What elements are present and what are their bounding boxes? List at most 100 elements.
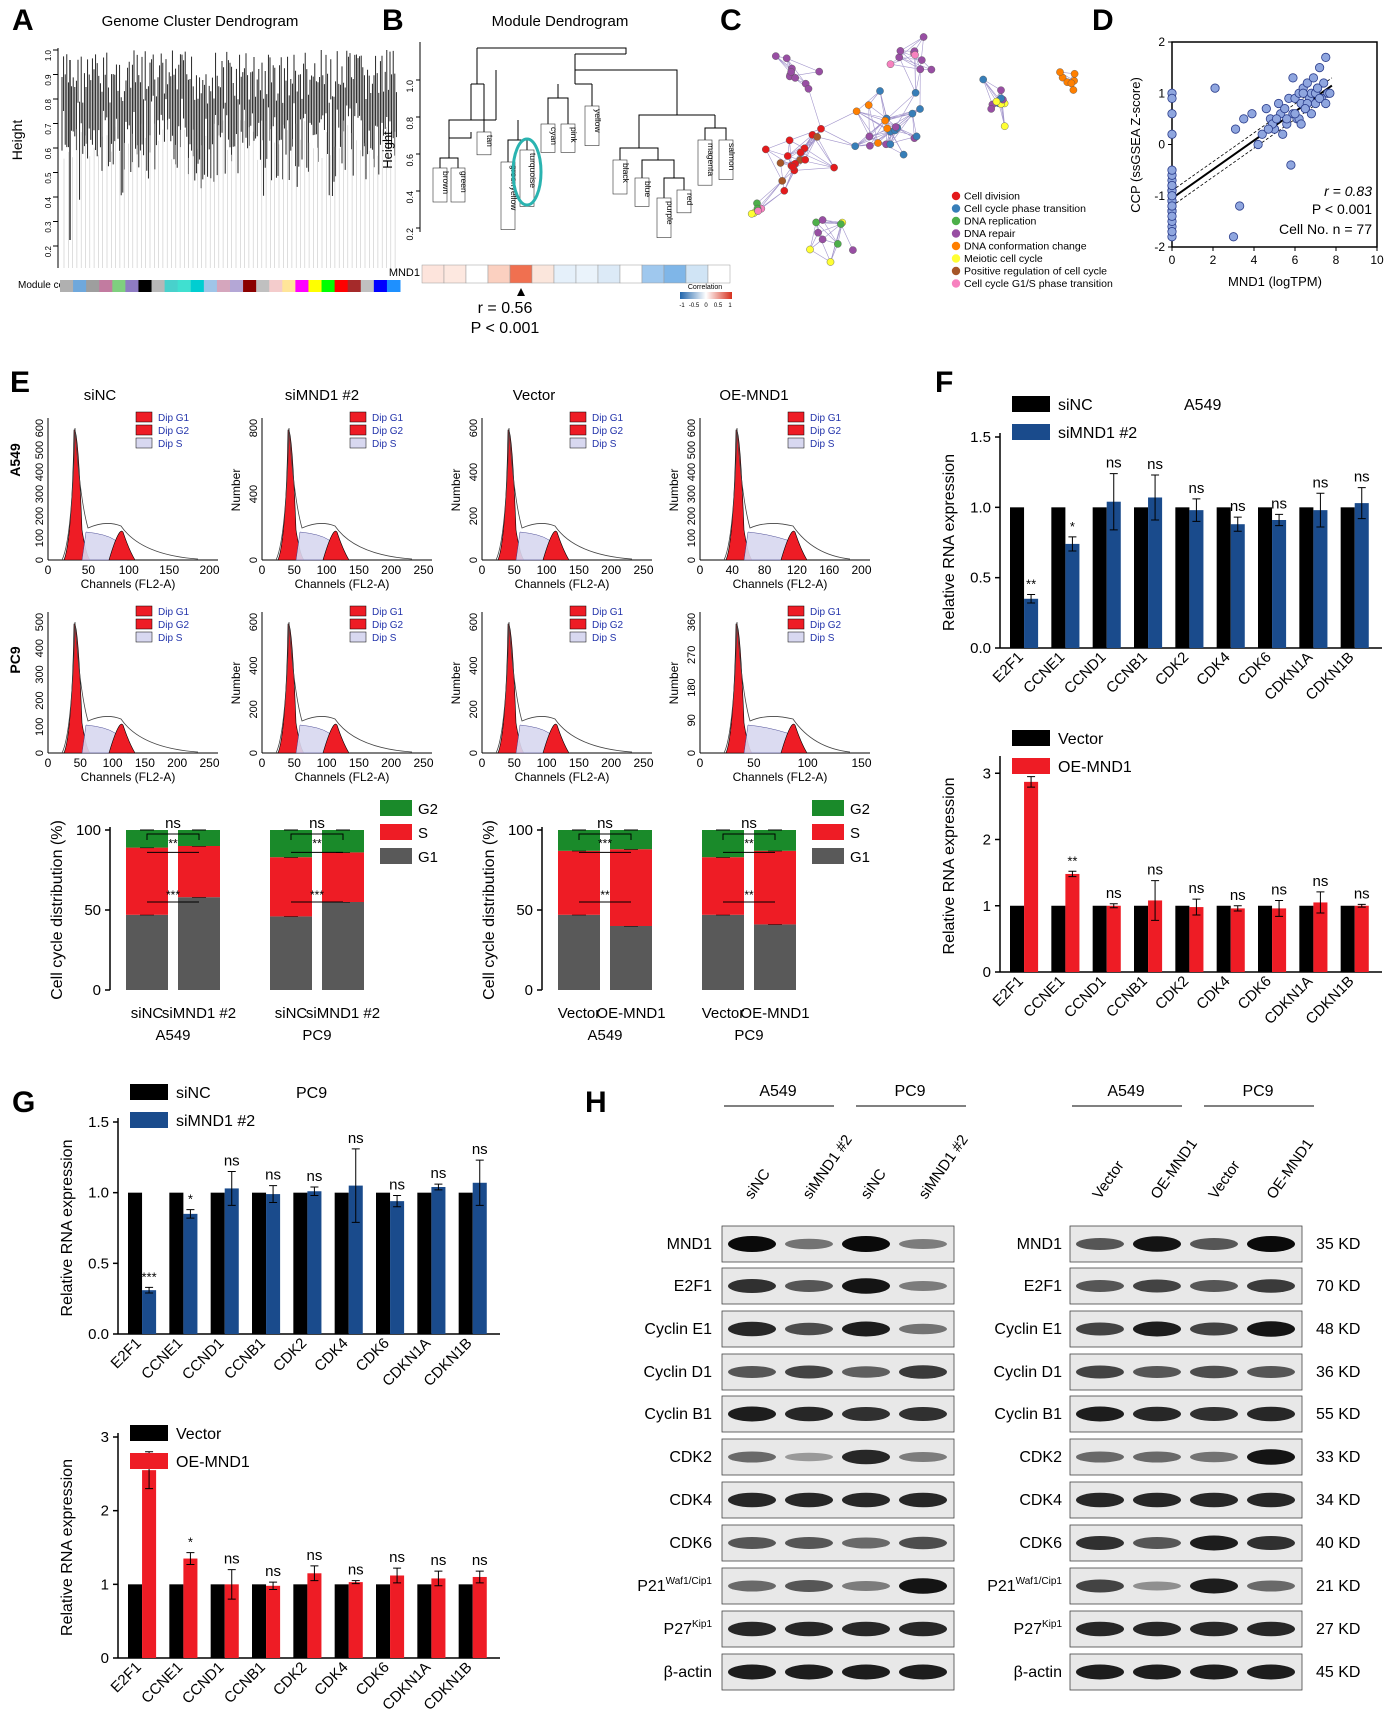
stack-ylabel: Cell cycle distribution (%)	[49, 820, 66, 1000]
histogram-xtick-label: 50	[74, 756, 88, 770]
module-label-box	[584, 105, 600, 146]
histogram-ytick-label: 0	[248, 750, 260, 756]
scatter-point	[1253, 139, 1263, 150]
network-node	[852, 107, 861, 116]
stack-legend-label: S	[418, 825, 428, 842]
bar-ytick-label: 0	[983, 964, 991, 981]
error-bar	[1192, 898, 1201, 916]
histogram-xtick-label: 100	[103, 756, 123, 770]
bar-control	[252, 1584, 267, 1658]
histogram-ytick-label: 0	[34, 750, 46, 756]
bar-control	[1010, 507, 1025, 648]
bar-control	[293, 1584, 308, 1658]
blot-band	[1076, 1365, 1124, 1379]
gene-label: E2F1	[990, 649, 1027, 686]
histogram-xtick-label: 0	[479, 563, 486, 577]
panel-letter-c: C	[720, 4, 742, 37]
blot-protein-label: CDK6	[669, 1535, 712, 1552]
gene-label: E2F1	[108, 1335, 145, 1372]
histogram-xtick-label: 250	[413, 756, 433, 770]
histogram-legend-swatch	[787, 631, 805, 643]
blot-band	[899, 1536, 947, 1550]
blot-kd-label: 48 KD	[1316, 1321, 1360, 1338]
network-node	[776, 159, 785, 167]
module-label-box	[560, 123, 576, 153]
significance-label: ns	[1188, 480, 1204, 497]
blot-protein-label: MND1	[667, 1236, 712, 1253]
scatter-point	[1167, 227, 1177, 237]
legend-label: Cell cycle G1/S phase transition	[964, 278, 1113, 290]
histogram-legend-swatch	[569, 424, 587, 436]
scatter-point	[1239, 114, 1249, 124]
stack-xtick-label: siMND1 #2	[306, 1005, 380, 1022]
turquoise-highlight-ring	[511, 137, 543, 207]
histogram-ytick-label: 400	[468, 656, 480, 674]
bar-control	[1175, 905, 1190, 972]
module-color-cell	[243, 280, 257, 292]
network-node	[979, 75, 988, 84]
histogram-xtick-label: 0	[45, 563, 52, 577]
network-node	[992, 97, 1001, 106]
bar-ytick-label: 0.0	[970, 640, 991, 657]
module-label: brown	[441, 171, 451, 194]
heatmap-cell	[443, 264, 467, 284]
histogram-xtick-label: 100	[119, 563, 139, 577]
histogram-xtick-label: 50	[747, 756, 761, 770]
panel-a-dendrogram	[61, 50, 397, 268]
blot-lane-label: siNC	[741, 1166, 774, 1203]
sig-label: **	[744, 888, 754, 902]
scatter-point	[1167, 165, 1177, 175]
histogram-legend-swatch	[569, 437, 587, 449]
panel-d-xtick-label: 0	[1169, 253, 1176, 267]
histogram-xtick-label: 150	[135, 756, 155, 770]
stack-segment	[610, 926, 652, 990]
error-bar	[351, 1580, 360, 1585]
panel-letters: A B C D E F G H	[10, 4, 1114, 1119]
blot-protein-label: P27Kip1	[664, 1619, 713, 1638]
panel-a-ylabel: Height	[9, 120, 25, 161]
blot-band	[785, 1365, 833, 1379]
gene-label: CCNE1	[1020, 973, 1068, 1021]
blot-band	[1190, 1238, 1238, 1250]
significance-label: ns	[1312, 474, 1328, 491]
correlation-legend-tick: 0	[704, 303, 708, 309]
histogram-legend-swatch	[787, 437, 805, 449]
blot-superscript: Kip1	[692, 1619, 712, 1630]
network-node	[791, 74, 800, 82]
gene-label: CCNE1	[138, 1659, 186, 1707]
blot-band	[1247, 1580, 1295, 1592]
error-bar	[1316, 891, 1325, 914]
module-color-cell	[190, 280, 205, 292]
histogram-ytick-label: 270	[686, 646, 698, 664]
blot-group-label: PC9	[1242, 1083, 1273, 1100]
network-node	[814, 228, 822, 237]
error-bar	[186, 1209, 195, 1219]
bar-control	[210, 1584, 225, 1658]
gene-label: CCNE1	[138, 1335, 186, 1383]
blot-protein-label: CDK2	[669, 1449, 712, 1466]
module-label: purple	[665, 201, 675, 225]
bar-treatment	[1230, 908, 1245, 972]
blot-band	[1133, 1406, 1181, 1422]
heatmap-cell	[509, 264, 533, 284]
blot-protein-label: Cyclin D1	[644, 1364, 713, 1381]
histogram-xtick-label: 100	[537, 563, 557, 577]
bar-control	[252, 1192, 267, 1334]
significance-label: **	[1026, 577, 1036, 592]
blot-band	[1133, 1321, 1181, 1337]
scatter-point	[1308, 73, 1319, 83]
module-label: tan	[485, 135, 495, 147]
sig-bracket	[722, 833, 776, 840]
bar-treatment	[1354, 503, 1369, 648]
bar-control	[1299, 507, 1314, 648]
heatmap-cell	[619, 264, 643, 284]
scatter-point	[1228, 232, 1239, 242]
blot-superscript: Waf1/Cip1	[666, 1576, 713, 1587]
blot-band	[1076, 1579, 1124, 1593]
histogram-outline	[723, 621, 851, 754]
blot-band	[899, 1281, 947, 1291]
bar-legend-swatch	[130, 1453, 168, 1469]
histogram-legend-label: Dip S	[592, 633, 617, 644]
histogram-ylabel: Number	[449, 662, 463, 705]
